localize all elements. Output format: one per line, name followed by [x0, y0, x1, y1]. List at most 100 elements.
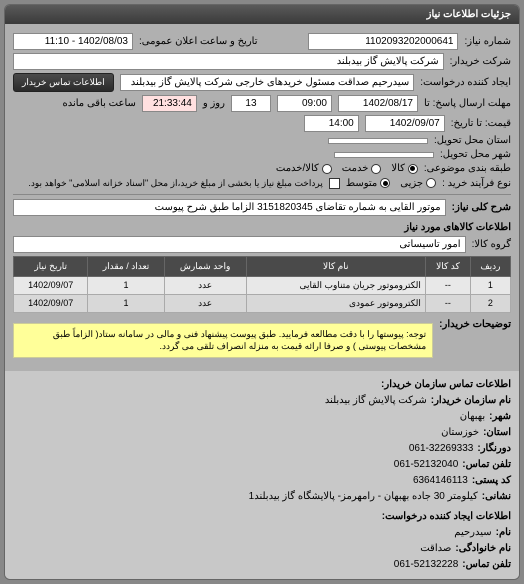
creator-line: تلفن تماس: 061-52132228 — [13, 557, 511, 573]
row-desc: شرح کلی نیاز: موتور القایی به شماره تقاض… — [13, 199, 511, 216]
request-no-field: 1102093202000641 — [308, 33, 458, 50]
row-delivery-state: استان محل تحویل: — [13, 135, 511, 146]
goods-info-title: اطلاعات کالاهای مورد نیاز — [13, 222, 511, 233]
process-label: نوع فرآیند خرید : — [442, 178, 511, 189]
public-datetime-field: 1402/08/03 - 11:10 — [13, 33, 133, 50]
creator-header: اطلاعات ایجاد کننده درخواست: — [13, 509, 511, 525]
contact-key: نام سازمان خریدار: — [431, 393, 511, 409]
radio-icon — [426, 178, 436, 188]
price-time-field: 14:00 — [304, 115, 359, 132]
contact-line: استان: خوزستان — [13, 425, 511, 441]
grouping-radio-group: کالا خدمت کالا/خدمت — [276, 163, 418, 174]
delivery-state-field — [328, 138, 428, 144]
contact-line: نام سازمان خریدار: شرکت پالایش گاز بیدبل… — [13, 393, 511, 409]
grouping-service[interactable]: خدمت — [342, 163, 382, 174]
row-requester: ایجاد کننده درخواست: سیدرحیم صداقت مسئول… — [13, 73, 511, 92]
delivery-state-label: استان محل تحویل: — [434, 135, 511, 146]
delivery-city-label: شهر محل تحویل: — [440, 149, 511, 160]
contact-buyer-button[interactable]: اطلاعات تماس خریدار — [13, 73, 114, 92]
time-remaining-field: 21:33:44 — [142, 95, 197, 112]
panel-title: جزئیات اطلاعات نیاز — [5, 5, 519, 24]
table-cell: -- — [425, 294, 470, 312]
grouping-label: طبقه بندی موضوعی: — [424, 163, 511, 174]
col-name: نام کالا — [246, 256, 425, 276]
days-field: 13 — [231, 95, 271, 112]
table-cell: 1402/09/07 — [14, 276, 88, 294]
contact-key: شهر: — [489, 409, 511, 425]
contact-header: اطلاعات تماس سازمان خریدار: — [13, 377, 511, 393]
public-datetime-label: تاریخ و ساعت اعلان عمومی: — [139, 36, 258, 47]
group-field: امور تاسیساتی — [13, 236, 466, 253]
contact-key: استان: — [483, 425, 511, 441]
contact-section: اطلاعات تماس سازمان خریدار: نام سازمان خ… — [5, 371, 519, 579]
contact-key: دورنگار: — [477, 441, 511, 457]
col-row: ردیف — [470, 256, 510, 276]
contact-key: کد پستی: — [472, 473, 511, 489]
process-minor[interactable]: جزیی — [400, 178, 436, 189]
grouping-goods-service[interactable]: کالا/خدمت — [276, 163, 332, 174]
table-head: ردیف کد کالا نام کالا واحد شمارش تعداد /… — [14, 256, 511, 276]
creator-key: نام خانوادگی: — [455, 541, 511, 557]
table-cell: 1 — [88, 294, 164, 312]
deadline-label: مهلت ارسال پاسخ: تا — [424, 98, 511, 109]
row-delivery-city: شهر محل تحویل: — [13, 149, 511, 160]
col-date: تاریخ نیاز — [14, 256, 88, 276]
col-qty: تعداد / مقدار — [88, 256, 164, 276]
creator-val: سیدرحیم — [454, 525, 491, 541]
desc-label: شرح کلی نیاز: — [452, 202, 511, 213]
grouping-goods[interactable]: کالا — [391, 163, 418, 174]
contact-val: شرکت پالایش گاز بیدبلند — [325, 393, 427, 409]
contact-line: دورنگار: 061-32269333 — [13, 441, 511, 457]
buyer-notes-label: توضیحات خریدار: — [439, 319, 511, 330]
creator-line: نام: سیدرحیم — [13, 525, 511, 541]
process-note: پرداخت مبلغ نیاز یا بخشی از مبلغ خرید،از… — [28, 177, 323, 190]
process-radio-group: جزیی متوسط — [346, 178, 436, 189]
table-cell: 1402/09/07 — [14, 294, 88, 312]
table-cell: 1 — [470, 276, 510, 294]
contact-val: بهبهان — [460, 409, 485, 425]
contact-line: نشانی: کیلومتر 30 جاده بهبهان - رامهرمز-… — [13, 489, 511, 505]
price-until-label: قیمت: تا تاریخ: — [451, 118, 511, 129]
col-unit: واحد شمارش — [164, 256, 246, 276]
radio-icon — [322, 164, 332, 174]
row-buyer-notes: توضیحات خریدار: توجه: پیوستها را با دقت … — [13, 319, 511, 362]
creator-val: 061-52132228 — [394, 557, 459, 573]
contact-val: خوزستان — [441, 425, 479, 441]
row-group: گروه کالا: امور تاسیساتی — [13, 236, 511, 253]
treasury-checkbox[interactable] — [329, 178, 340, 189]
divider — [13, 194, 511, 195]
table-row: 1--الکتروموتور جریان متناوب القاییعدد114… — [14, 276, 511, 294]
table-cell: الکتروموتور عمودی — [246, 294, 425, 312]
main-panel: جزئیات اطلاعات نیاز شماره نیاز: 11020932… — [4, 4, 520, 580]
table-cell: عدد — [164, 294, 246, 312]
table-body: 1--الکتروموتور جریان متناوب القاییعدد114… — [14, 276, 511, 312]
contact-line: شهر: بهبهان — [13, 409, 511, 425]
creator-line: نام خانوادگی: صداقت — [13, 541, 511, 557]
days-label: روز و — [203, 98, 225, 109]
goods-table: ردیف کد کالا نام کالا واحد شمارش تعداد /… — [13, 256, 511, 313]
contact-line: کد پستی: 6364146113 — [13, 473, 511, 489]
contact-key: تلفن تماس: — [462, 457, 511, 473]
group-label: گروه کالا: — [472, 239, 511, 250]
radio-icon — [371, 164, 381, 174]
row-grouping: طبقه بندی موضوعی: کالا خدمت کالا/خدمت — [13, 163, 511, 174]
table-row: 2--الکتروموتور عمودیعدد11402/09/07 — [14, 294, 511, 312]
table-cell: عدد — [164, 276, 246, 294]
col-code: کد کالا — [425, 256, 470, 276]
requester-field: سیدرحیم صداقت مسئول خریدهای خارجی شرکت پ… — [120, 74, 415, 91]
time-remaining-label: ساعت باقی مانده — [62, 98, 135, 109]
table-cell: 1 — [88, 276, 164, 294]
creator-val: صداقت — [420, 541, 451, 557]
buyer-name-label: شرکت خریدار: — [450, 56, 511, 67]
process-medium[interactable]: متوسط — [346, 178, 390, 189]
radio-icon — [380, 178, 390, 188]
contact-key: نشانی: — [482, 489, 511, 505]
desc-field: موتور القایی به شماره تقاضای 3151820345 … — [13, 199, 446, 216]
contact-line: تلفن تماس: 061-52132040 — [13, 457, 511, 473]
row-deadline: مهلت ارسال پاسخ: تا 1402/08/17 09:00 13 … — [13, 95, 511, 112]
table-cell: الکتروموتور جریان متناوب القایی — [246, 276, 425, 294]
creator-key: نام: — [496, 525, 511, 541]
panel-body: شماره نیاز: 1102093202000641 تاریخ و ساع… — [5, 24, 519, 371]
contact-val: 6364146113 — [413, 473, 468, 489]
row-request-no: شماره نیاز: 1102093202000641 تاریخ و ساع… — [13, 33, 511, 50]
